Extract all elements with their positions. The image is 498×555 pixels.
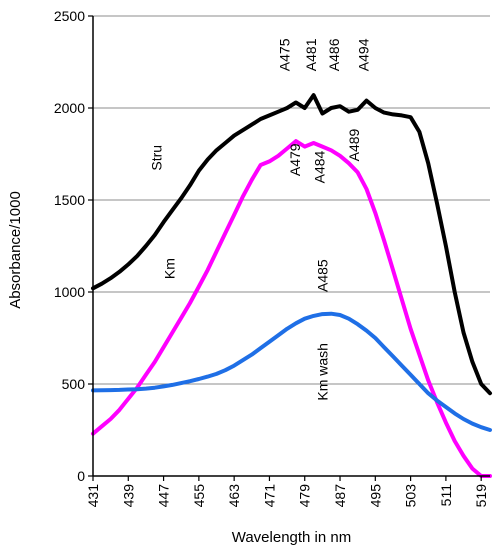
annotation-label: A489 (346, 128, 362, 161)
x-axis-title: Wavelength in nm (232, 529, 352, 546)
x-tick-label: 447 (156, 484, 172, 508)
y-tick-label: 500 (62, 376, 86, 392)
y-tick-label: 1500 (54, 192, 85, 208)
x-tick-label: 511 (438, 484, 454, 507)
x-tick-label: 495 (367, 484, 383, 508)
axes (92, 16, 490, 477)
annotation-label: A484 (312, 150, 328, 183)
x-tick-label: 463 (226, 484, 242, 508)
series-lines (91, 93, 492, 478)
series-line-km-wash (91, 311, 492, 432)
x-ticks: 431 439 447 455 463 471 479 487 495 503 511 519 (85, 476, 489, 507)
x-tick-label: 471 (261, 484, 277, 508)
y-axis-title: Absorbance/1000 (7, 191, 24, 309)
series-line-stru (91, 93, 492, 396)
series-line-km (91, 139, 492, 478)
annotation-label: A475 (276, 38, 292, 71)
x-tick-label: 431 (85, 484, 101, 508)
annotation-label: Stru (148, 145, 164, 171)
x-tick-label: 479 (297, 484, 313, 508)
annotation-label: A479 (287, 143, 303, 176)
x-tick-label: 503 (403, 484, 419, 508)
grid-lines (93, 15, 490, 385)
y-tick-label: 1000 (54, 284, 85, 300)
annotation-label: Km wash (315, 343, 331, 401)
annotation-label: A481 (303, 38, 319, 71)
y-tick-label: 0 (77, 468, 85, 484)
y-tick-label: 2000 (54, 100, 85, 116)
annotation-label: A485 (315, 259, 331, 292)
x-tick-label: 487 (332, 484, 348, 508)
annotations: Stru Km Km wash A475 A481 A486 A494 A479 A484 A48… (148, 38, 371, 400)
x-tick-label: 519 (473, 484, 489, 508)
annotation-label: Km (162, 258, 178, 279)
y-tick-label: 2500 (54, 8, 85, 24)
x-tick-label: 439 (120, 484, 136, 508)
annotation-label: A494 (355, 38, 371, 71)
x-tick-label: 455 (191, 484, 207, 508)
y-ticks: 0 500 1000 1500 2000 2500 (54, 8, 93, 484)
annotation-label: A486 (326, 38, 342, 71)
